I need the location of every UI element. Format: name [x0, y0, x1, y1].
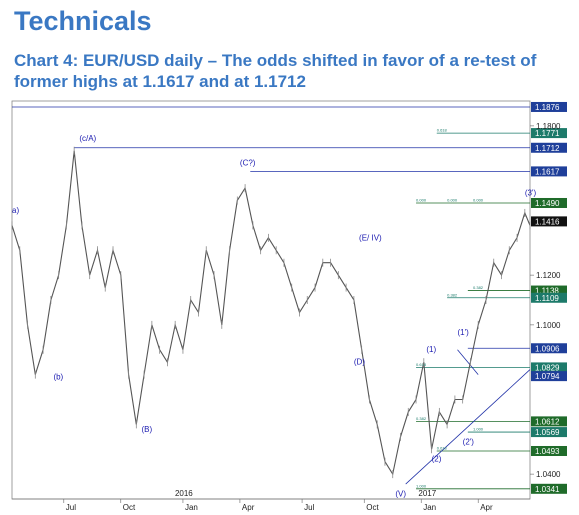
price-level-box [531, 371, 567, 382]
wave-label: (3') [525, 189, 537, 198]
wave-label: (V) [395, 490, 406, 499]
y-tick-label: 1.1000 [536, 321, 561, 330]
price-level-label: 1.1138 [535, 287, 559, 296]
price-level-box [531, 285, 567, 296]
wave-label: (E/ IV) [359, 233, 382, 242]
wave-label: (1) [426, 345, 436, 354]
x-tick-label: Apr [242, 503, 255, 512]
fib-ratio-label: 0.382 [447, 292, 458, 297]
fib-ratio-label: 0.382 [416, 416, 427, 421]
price-level-box [531, 128, 567, 139]
y-tick-label: 1.1200 [536, 271, 561, 280]
year-label: 2016 [175, 489, 193, 498]
fib-ratio-label: 0.618 [437, 445, 448, 450]
fib-ratio-label: 0.618 [437, 128, 448, 133]
fib-ratio-label: 0.382 [473, 285, 484, 290]
price-level-label: 1.0829 [535, 363, 560, 372]
price-level-box [531, 445, 567, 456]
price-level-label: 1.0794 [535, 372, 560, 381]
x-tick-label: Jan [423, 503, 436, 512]
price-level-label: 1.0341 [535, 485, 560, 494]
wave-label: (B) [142, 425, 153, 434]
price-level-label: 1.1416 [535, 217, 560, 226]
x-tick-label: Jul [66, 503, 76, 512]
wave-label: (D) [354, 358, 365, 367]
price-level-box [531, 292, 567, 303]
price-level-label: 1.1712 [535, 144, 560, 153]
price-level-label: 1.0569 [535, 428, 560, 437]
price-level-box [531, 427, 567, 438]
wave-label: (c/A) [79, 134, 96, 143]
year-label: 2017 [418, 489, 436, 498]
trendline [405, 369, 531, 485]
y-tick-label: 1.1800 [536, 122, 561, 131]
price-level-label: 1.0906 [535, 344, 560, 353]
price-level-box [531, 101, 567, 112]
plot-frame [11, 100, 531, 500]
trendline [457, 349, 479, 375]
x-tick-label: Oct [123, 503, 136, 512]
fib-ratio-label: 0.000 [473, 197, 484, 202]
fib-ratio-label: 0.000 [416, 197, 427, 202]
fib-ratio-label: 1.000 [416, 483, 427, 488]
wave-label: (1') [457, 328, 469, 337]
price-level-box [531, 362, 567, 373]
x-tick-label: Apr [480, 503, 493, 512]
fib-ratio-label: 0.618 [416, 362, 427, 367]
price-level-box [531, 197, 567, 208]
price-level-box [531, 166, 567, 177]
wave-label: (C?) [240, 159, 256, 168]
price-level-label: 1.1109 [535, 294, 559, 303]
wave-label: (2) [432, 455, 442, 464]
price-level-box [531, 416, 567, 427]
wave-label: (b) [53, 373, 63, 382]
x-tick-label: Jul [304, 503, 314, 512]
price-level-box [531, 343, 567, 354]
price-level-label: 1.1876 [535, 103, 560, 112]
wave-label: a) [12, 206, 19, 215]
price-level-label: 1.1617 [535, 167, 560, 176]
page-heading: Technicals [14, 6, 152, 36]
price-level-label: 1.1490 [535, 199, 560, 208]
x-tick-label: Jan [185, 503, 198, 512]
fib-ratio-label: 0.000 [447, 197, 458, 202]
price-series-line [11, 150, 531, 476]
chart-subtitle: Chart 4: EUR/USD daily – The odds shifte… [14, 51, 537, 91]
price-level-box [531, 142, 567, 153]
price-level-label: 1.0612 [535, 417, 560, 426]
y-tick-label: 1.0400 [536, 470, 561, 479]
fib-ratio-label: 1.000 [473, 427, 484, 432]
x-tick-label: Oct [366, 503, 379, 512]
price-level-box [531, 483, 567, 494]
wave-label: (2') [463, 437, 475, 446]
price-level-label: 1.1771 [535, 129, 560, 138]
price-level-label: 1.0493 [535, 447, 560, 456]
price-level-box [531, 216, 567, 227]
